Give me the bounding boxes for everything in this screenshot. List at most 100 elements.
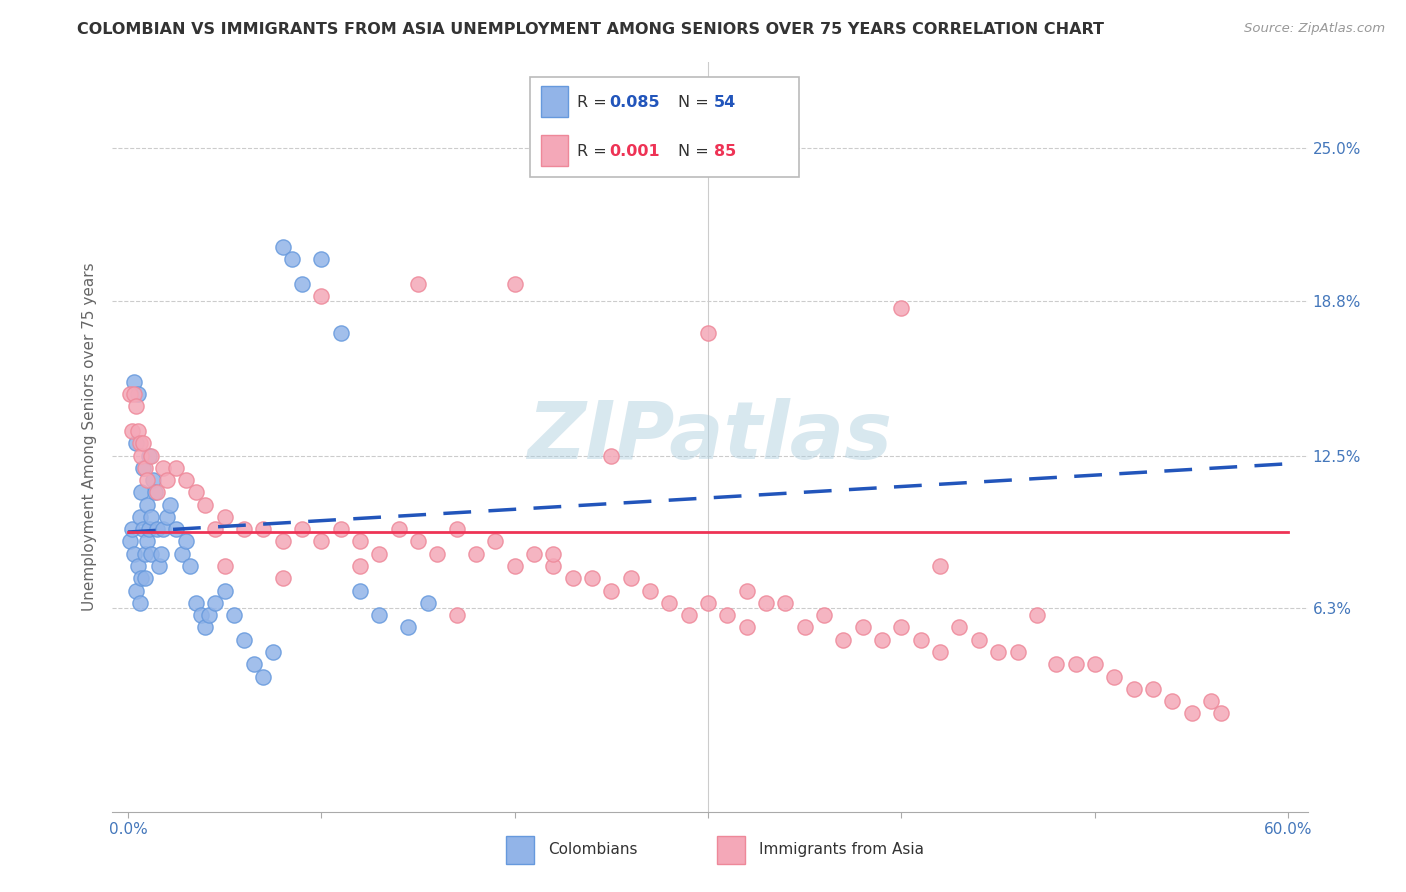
- Point: [349, 534, 371, 549]
- Point: [349, 583, 371, 598]
- Point: [122, 547, 145, 561]
- Point: [142, 473, 165, 487]
- Point: [929, 559, 952, 574]
- Point: [127, 387, 149, 401]
- Text: COLOMBIAN VS IMMIGRANTS FROM ASIA UNEMPLOYMENT AMONG SENIORS OVER 75 YEARS CORRE: COLOMBIAN VS IMMIGRANTS FROM ASIA UNEMPL…: [77, 22, 1104, 37]
- Text: ZIPatlas: ZIPatlas: [527, 398, 893, 476]
- Point: [416, 596, 439, 610]
- Point: [149, 547, 172, 561]
- Point: [368, 547, 391, 561]
- Point: [697, 326, 720, 340]
- Point: [543, 559, 565, 574]
- Text: Source: ZipAtlas.com: Source: ZipAtlas.com: [1244, 22, 1385, 36]
- Point: [311, 252, 333, 266]
- Point: [793, 620, 815, 634]
- Point: [122, 387, 145, 401]
- Point: [198, 608, 221, 623]
- Text: 85: 85: [714, 145, 735, 160]
- Point: [121, 424, 143, 438]
- Text: 0.085: 0.085: [610, 95, 661, 110]
- Point: [852, 620, 875, 634]
- Point: [697, 596, 720, 610]
- Point: [131, 571, 153, 585]
- Point: [131, 449, 153, 463]
- Point: [128, 596, 150, 610]
- Text: Immigrants from Asia: Immigrants from Asia: [759, 842, 924, 857]
- Text: N =: N =: [678, 95, 714, 110]
- Point: [1142, 681, 1164, 696]
- Point: [967, 632, 990, 647]
- Bar: [717, 836, 745, 863]
- Point: [118, 534, 141, 549]
- Point: [172, 547, 194, 561]
- Point: [159, 498, 181, 512]
- Point: [735, 620, 758, 634]
- Point: [755, 596, 778, 610]
- Point: [503, 559, 526, 574]
- Point: [148, 559, 170, 574]
- Point: [127, 424, 149, 438]
- Point: [174, 473, 197, 487]
- Point: [132, 436, 155, 450]
- Point: [242, 657, 264, 672]
- Text: 0.001: 0.001: [610, 145, 661, 160]
- Point: [281, 252, 304, 266]
- Point: [1007, 645, 1029, 659]
- Point: [396, 620, 419, 634]
- Point: [252, 670, 274, 684]
- Point: [179, 559, 201, 574]
- Point: [678, 608, 700, 623]
- Point: [1161, 694, 1184, 708]
- Point: [291, 277, 314, 291]
- Point: [121, 522, 143, 536]
- Text: 54: 54: [714, 95, 735, 110]
- Point: [311, 534, 333, 549]
- Point: [174, 534, 197, 549]
- Point: [349, 559, 371, 574]
- Point: [638, 583, 661, 598]
- Point: [138, 449, 160, 463]
- Point: [987, 645, 1010, 659]
- Point: [125, 436, 148, 450]
- Point: [134, 547, 156, 561]
- Point: [136, 473, 159, 487]
- Point: [1084, 657, 1107, 672]
- Point: [152, 522, 174, 536]
- Point: [948, 620, 970, 634]
- Point: [125, 400, 148, 414]
- Point: [735, 583, 758, 598]
- Point: [134, 571, 156, 585]
- Point: [658, 596, 681, 610]
- Point: [165, 522, 187, 536]
- Point: [132, 460, 155, 475]
- Point: [146, 522, 169, 536]
- Point: [543, 547, 565, 561]
- Point: [190, 608, 212, 623]
- Point: [484, 534, 506, 549]
- Point: [184, 596, 207, 610]
- Point: [813, 608, 835, 623]
- Point: [118, 387, 141, 401]
- Point: [141, 547, 163, 561]
- Point: [329, 522, 352, 536]
- Point: [136, 534, 159, 549]
- Point: [252, 522, 274, 536]
- Point: [870, 632, 893, 647]
- Point: [131, 485, 153, 500]
- Point: [271, 240, 294, 254]
- Point: [1102, 670, 1125, 684]
- Point: [890, 620, 912, 634]
- Point: [184, 485, 207, 500]
- Point: [156, 473, 179, 487]
- Point: [388, 522, 411, 536]
- Point: [561, 571, 583, 585]
- Point: [716, 608, 738, 623]
- Point: [910, 632, 932, 647]
- Point: [503, 277, 526, 291]
- Point: [311, 289, 333, 303]
- Point: [138, 522, 160, 536]
- Point: [128, 510, 150, 524]
- Point: [224, 608, 246, 623]
- Point: [165, 460, 187, 475]
- Point: [1045, 657, 1067, 672]
